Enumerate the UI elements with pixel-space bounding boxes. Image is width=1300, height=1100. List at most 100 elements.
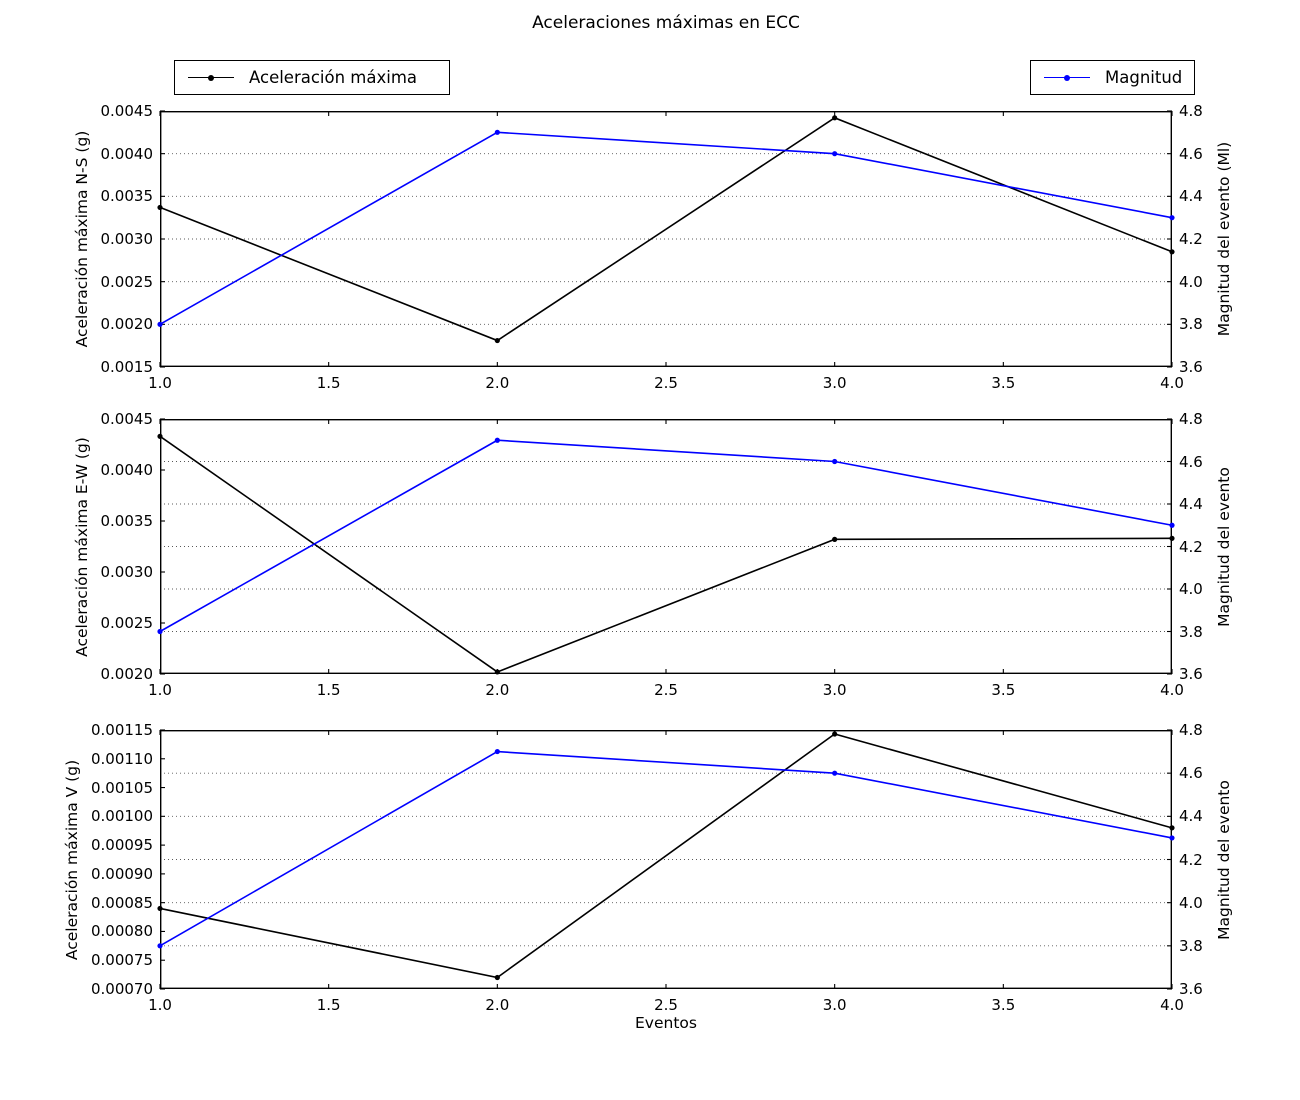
y-axis-label-right: Magnitud del evento [1215, 779, 1233, 940]
y-tick-label-right: 4.6 [1179, 764, 1203, 783]
y-axis-label-left: Aceleración máxima E-W (g) [73, 436, 91, 657]
y-axis-label-right: Magnitud del evento (Ml) [1215, 141, 1233, 337]
y-tick-label-left: 0.00100 [90, 807, 153, 826]
data-point-aceleracion-maxima [157, 433, 163, 439]
y-tick-label-left: 0.0025 [100, 272, 154, 291]
series-line-magnitud [159, 131, 1173, 326]
data-point-magnitud [157, 943, 163, 949]
data-point-aceleracion-maxima [832, 536, 838, 542]
data-point-magnitud [494, 129, 500, 135]
data-point-aceleracion-maxima [1169, 249, 1175, 255]
data-point-magnitud [494, 748, 500, 755]
y-tick-label-right: 3.8 [1179, 622, 1203, 641]
data-point-magnitud [832, 770, 838, 776]
x-axis-title: Eventos [635, 1014, 697, 1032]
data-point-aceleracion-maxima [832, 731, 838, 737]
x-tick-label: 4.0 [1160, 681, 1184, 699]
legend-label-aceleracion: Aceleración máxima [249, 68, 418, 87]
y-tick-label-right: 4.6 [1179, 144, 1203, 163]
x-tick-label: 2.0 [485, 681, 510, 699]
y-tick-label-right: 4.6 [1179, 452, 1203, 471]
series-line-aceleracion-maxima [159, 733, 1173, 979]
y-tick-label-left: 0.0020 [100, 315, 154, 334]
subplot-aceleracion-ns: 0.0015 0.0020 0.0025 0.0030 0.0035 0.0040 0.00… [73, 103, 1233, 392]
y-tick-label-right: 4.4 [1179, 495, 1203, 513]
plot-frame [159, 729, 1172, 990]
data-point-magnitud [494, 437, 500, 443]
x-tick-label: 3.0 [822, 996, 847, 1014]
data-point-aceleracion-maxima [494, 974, 500, 981]
x-tick-label: 1.5 [316, 374, 341, 392]
plot-area [157, 729, 1175, 990]
y-tick-label-left: 0.00110 [90, 749, 153, 768]
x-tick-label: 1.0 [148, 374, 172, 392]
legend-label-magnitud: Magnitud [1105, 68, 1183, 87]
y-tick-label-right: 4.4 [1179, 807, 1203, 826]
y-tick-label-left: 0.00095 [90, 836, 153, 855]
y-tick-label-left: 0.0020 [100, 665, 154, 683]
y-tick-label-left: 0.00115 [90, 721, 153, 739]
x-tick-label: 2.5 [654, 374, 678, 392]
y-tick-label-right: 4.8 [1179, 721, 1203, 739]
y-tick-label-left: 0.0035 [100, 187, 154, 206]
y-tick-label-left: 0.00075 [90, 951, 153, 970]
y-tick-label-left: 0.00085 [90, 893, 153, 912]
plot-frame [159, 110, 1172, 368]
legend-marker-dot-black [208, 75, 214, 81]
y-tick-label-right: 4.8 [1179, 410, 1203, 428]
plot-area [157, 418, 1175, 675]
y-tick-label-right: 3.6 [1179, 358, 1203, 376]
y-tick-label-left: 0.0045 [100, 102, 154, 120]
y-axis-label-right: Magnitud del evento [1215, 466, 1233, 627]
y-tick-label-right: 4.2 [1179, 230, 1203, 248]
data-point-magnitud [832, 151, 838, 157]
x-tick-label: 2.0 [485, 996, 510, 1014]
x-tick-label: 3.5 [991, 681, 1016, 699]
figure-title: Aceleraciones máximas en ECC [532, 13, 800, 33]
data-point-magnitud [157, 628, 163, 635]
series-line-aceleracion-maxima [159, 116, 1173, 342]
x-tick-label: 3.5 [991, 374, 1016, 392]
series-line-magnitud [159, 750, 1173, 947]
y-tick-label-right: 3.8 [1179, 936, 1203, 955]
x-tick-label: 3.0 [822, 374, 847, 392]
x-tick-label: 1.5 [316, 681, 341, 699]
data-point-magnitud [1169, 835, 1175, 841]
data-point-magnitud [1169, 522, 1175, 528]
x-tick-label: 4.0 [1160, 996, 1184, 1014]
y-tick-label-left: 0.0015 [100, 358, 154, 376]
y-tick-label-right: 4.0 [1179, 272, 1203, 291]
subplot-aceleracion-v: 0.00070 0.00075 0.00080 0.00085 0.00090 0.000… [63, 722, 1233, 1014]
data-point-aceleracion-maxima [832, 115, 838, 121]
y-tick-label-right: 3.6 [1179, 980, 1203, 998]
y-tick-label-right: 4.8 [1179, 102, 1203, 120]
x-tick-label: 2.5 [654, 681, 678, 699]
y-tick-label-left: 0.00080 [90, 922, 153, 941]
x-tick-label: 3.5 [991, 996, 1016, 1014]
legend-marker-dot-blue [1064, 75, 1070, 81]
y-tick-label-left: 0.0030 [100, 563, 154, 581]
y-tick-label-right: 4.2 [1179, 537, 1203, 556]
x-tick-label: 1.0 [148, 681, 172, 699]
legend-magnitud: Magnitud [1030, 60, 1195, 95]
y-tick-label-right: 4.0 [1179, 893, 1203, 912]
series-line-aceleracion-maxima [159, 435, 1173, 673]
data-point-aceleracion-maxima [1169, 535, 1175, 541]
y-tick-label-left: 0.00105 [90, 778, 153, 797]
y-tick-label-right: 4.2 [1179, 850, 1203, 869]
y-tick-label-left: 0.0040 [100, 461, 154, 479]
legend-aceleracion-maxima: Aceleración máxima [174, 60, 450, 95]
x-tick-label: 3.0 [822, 681, 847, 699]
x-tick-label: 2.5 [654, 996, 678, 1014]
data-point-aceleracion-maxima [157, 204, 163, 211]
data-point-aceleracion-maxima [1169, 825, 1175, 831]
data-point-aceleracion-maxima [494, 337, 500, 344]
y-tick-label-left: 0.0045 [100, 410, 154, 428]
series-line-magnitud [159, 439, 1173, 633]
plot-frame [159, 418, 1172, 675]
y-tick-label-left: 0.0025 [100, 614, 154, 632]
y-tick-label-left: 0.0035 [100, 512, 154, 530]
data-point-aceleracion-maxima [157, 905, 163, 912]
x-tick-label: 2.0 [485, 374, 510, 392]
